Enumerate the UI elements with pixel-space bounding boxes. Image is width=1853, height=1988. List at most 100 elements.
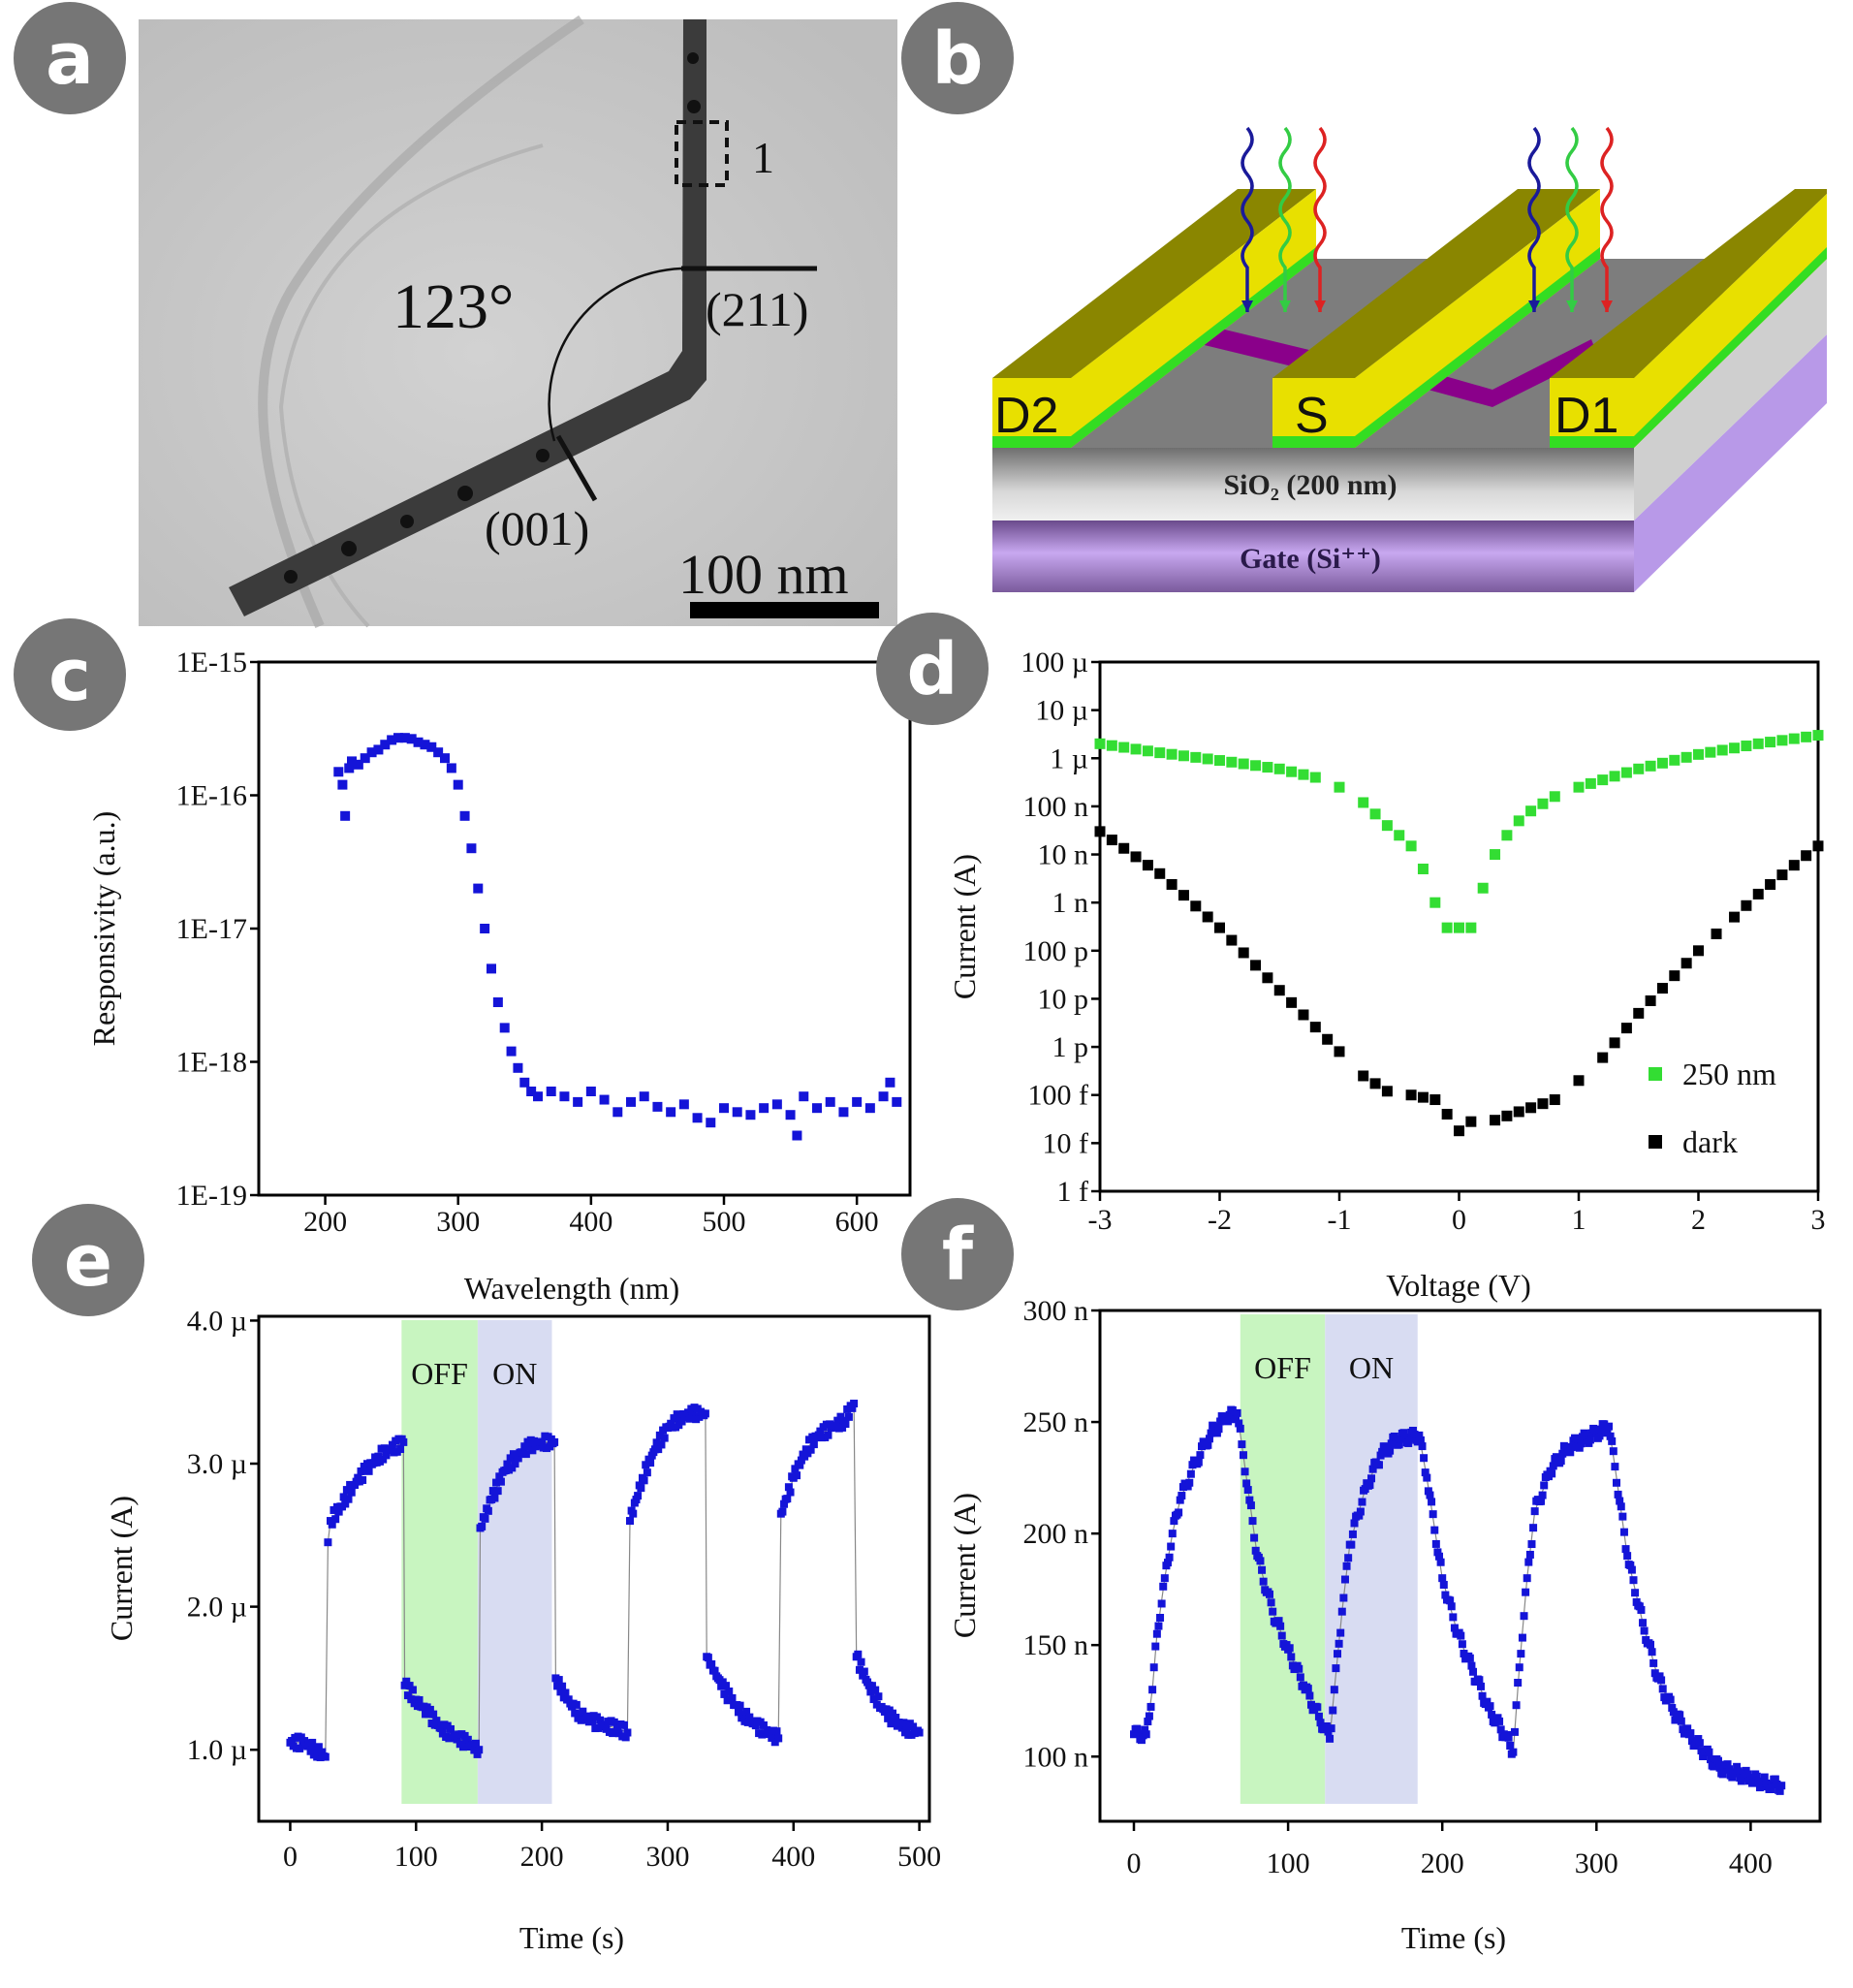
data-point xyxy=(612,1107,623,1118)
wave-blue-2 xyxy=(1527,126,1541,312)
data-point xyxy=(366,747,377,758)
data-point xyxy=(867,1682,876,1690)
data-point xyxy=(1175,1508,1183,1517)
data-point xyxy=(677,1417,686,1426)
oxide-side xyxy=(1634,259,1827,521)
data-point xyxy=(1106,740,1117,751)
data-point xyxy=(1573,781,1585,793)
y-tick-label: 100 p xyxy=(1023,935,1089,967)
data-point xyxy=(1626,1561,1635,1569)
data-point xyxy=(1633,763,1645,774)
data-point xyxy=(720,1689,729,1698)
data-point xyxy=(475,1746,484,1754)
x-tick-label: 300 xyxy=(645,1841,689,1873)
data-point xyxy=(490,1494,499,1502)
data-point xyxy=(1178,1492,1186,1500)
data-point xyxy=(613,1724,622,1733)
data-point xyxy=(380,740,391,750)
data-point xyxy=(1204,1440,1212,1449)
data-point xyxy=(1540,1481,1549,1490)
data-point xyxy=(499,1023,510,1033)
source-label: S xyxy=(1295,388,1329,444)
svg-text:e: e xyxy=(64,1219,112,1303)
data-point xyxy=(1426,1491,1434,1499)
data-point xyxy=(1633,1007,1645,1019)
x-tick-label: 100 xyxy=(1267,1847,1310,1879)
data-point xyxy=(768,1733,776,1742)
drain2-label: D2 xyxy=(994,388,1058,444)
data-point xyxy=(514,1454,522,1463)
data-point xyxy=(1429,1510,1437,1519)
data-point xyxy=(1417,1091,1429,1103)
data-point xyxy=(425,1705,434,1714)
data-point xyxy=(850,1400,859,1408)
data-point xyxy=(786,1488,795,1497)
data-point xyxy=(364,1467,373,1475)
electrode-s xyxy=(1272,189,1600,448)
data-point xyxy=(556,1688,565,1696)
x-tick-label: 2 xyxy=(1691,1204,1706,1236)
data-point xyxy=(678,1099,689,1110)
data-point xyxy=(511,1460,519,1468)
x-tick-label: 500 xyxy=(897,1841,941,1873)
data-point xyxy=(1130,743,1142,755)
data-point xyxy=(1525,1102,1537,1114)
data-point xyxy=(561,1688,570,1697)
data-point xyxy=(1707,1755,1715,1764)
y-tick-label: 300 n xyxy=(1023,1295,1089,1327)
data-point xyxy=(508,1464,517,1472)
data-point xyxy=(488,1487,497,1496)
data-point xyxy=(1680,958,1692,969)
data-point xyxy=(1327,1724,1335,1733)
panel-d-chart: -3 -2 -1 0 1 2 3 1 f 10 f 100 f 1 p 10 p 100 p 1 n 10 … xyxy=(1021,647,1825,1236)
y-tick-label: 150 n xyxy=(1023,1629,1089,1661)
data-point xyxy=(1648,1648,1656,1657)
svg-text:c: c xyxy=(48,634,91,717)
data-point xyxy=(318,1748,327,1756)
data-point xyxy=(1527,1540,1536,1549)
gate-label: Gate (Si⁺⁺) xyxy=(1240,543,1381,575)
data-point xyxy=(357,1467,365,1475)
x-tick-label: 400 xyxy=(569,1206,612,1238)
data-point xyxy=(1715,1763,1724,1772)
data-point xyxy=(1752,888,1764,899)
data-point xyxy=(1496,1725,1505,1734)
x-tick-label: 1 xyxy=(1572,1204,1586,1236)
data-point xyxy=(379,1455,388,1464)
data-point xyxy=(1530,1507,1539,1516)
data-point xyxy=(1209,1423,1218,1432)
data-point xyxy=(1202,753,1213,765)
data-point xyxy=(1739,1774,1747,1783)
data-point xyxy=(654,1445,663,1454)
data-point xyxy=(734,1708,742,1717)
data-point xyxy=(902,1724,911,1733)
data-point xyxy=(1148,1686,1157,1694)
nanowire-schematic-2 xyxy=(1421,339,1597,407)
data-point xyxy=(1436,1558,1445,1566)
data-point xyxy=(359,1475,367,1484)
y-tick-label: 10 f xyxy=(1043,1127,1089,1159)
panel-label-f: f xyxy=(901,1198,1014,1310)
data-point xyxy=(1258,1565,1267,1574)
data-point xyxy=(1137,1736,1146,1745)
legend-label: dark xyxy=(1682,1124,1738,1159)
data-point xyxy=(1741,899,1752,911)
data-point xyxy=(1167,1542,1176,1551)
x-tick-label: 300 xyxy=(1575,1847,1618,1879)
data-point xyxy=(759,1103,769,1114)
data-point xyxy=(1160,1574,1169,1583)
data-point xyxy=(333,767,344,777)
data-point xyxy=(610,1718,618,1726)
data-point xyxy=(1152,1629,1161,1638)
data-point xyxy=(1693,945,1704,957)
data-point xyxy=(492,1478,501,1487)
data-point xyxy=(1433,1548,1442,1557)
data-point xyxy=(1334,1046,1345,1057)
y-tick-label: 100 f xyxy=(1028,1080,1089,1112)
data-point xyxy=(1142,1730,1150,1739)
series-dark xyxy=(1094,826,1824,1137)
data-point xyxy=(331,1515,340,1524)
data-point xyxy=(1537,1497,1546,1505)
data-point xyxy=(406,734,417,744)
data-point xyxy=(1214,755,1225,767)
